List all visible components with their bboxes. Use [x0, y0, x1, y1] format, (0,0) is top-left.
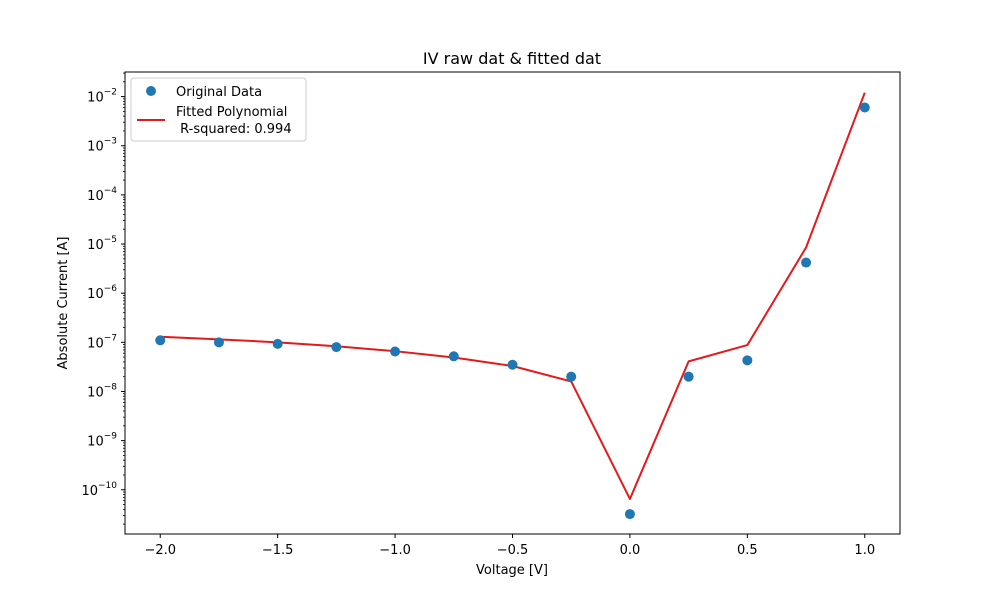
- y-tick-base: 10: [87, 140, 104, 155]
- y-tick-base: 10: [87, 336, 104, 351]
- data-point: [624, 509, 635, 520]
- y-tick-exponent: −5: [104, 235, 117, 245]
- y-tick-label: 10−9: [87, 432, 117, 450]
- y-tick-exponent: −2: [104, 88, 117, 98]
- legend: Original Data Fitted Polynomial R-square…: [130, 77, 307, 142]
- y-tick-label: 10−2: [87, 88, 117, 106]
- x-tick-label: −0.5: [497, 543, 529, 558]
- y-tick-label: 10−5: [87, 235, 117, 253]
- y-tick-base: 10: [87, 287, 104, 302]
- y-tick-label: 10−4: [87, 186, 117, 204]
- y-tick-exponent: −9: [104, 432, 118, 442]
- y-tick-label: 10−7: [87, 333, 117, 351]
- x-axis-label: Voltage [V]: [476, 563, 548, 578]
- x-tick-label: 0.5: [737, 543, 758, 558]
- legend-label-r-squared: R-squared: 0.994: [176, 122, 292, 137]
- data-point: [390, 346, 401, 357]
- y-tick-base: 10: [87, 238, 104, 253]
- y-tick-exponent: −4: [104, 186, 118, 196]
- x-tick-label: −1.5: [262, 543, 294, 558]
- y-tick-exponent: −7: [104, 333, 117, 343]
- data-point: [272, 338, 283, 349]
- legend-label-fitted-polynomial: Fitted Polynomial: [176, 105, 287, 120]
- legend-box: [130, 77, 307, 142]
- y-tick-base: 10: [87, 385, 104, 400]
- data-point: [155, 335, 166, 346]
- data-point: [331, 342, 342, 353]
- chart-title: IV raw dat & fitted dat: [423, 49, 601, 68]
- y-tick-base: 10: [87, 435, 104, 450]
- data-point: [507, 359, 518, 370]
- y-tick-label: 10−8: [87, 382, 117, 400]
- legend-marker-original-data: [146, 86, 156, 96]
- x-tick-label: 1.0: [854, 543, 875, 558]
- data-point: [742, 355, 753, 366]
- data-point: [859, 102, 870, 113]
- x-tick-label: 0.0: [620, 543, 641, 558]
- y-tick-base: 10: [81, 484, 98, 499]
- y-tick-exponent: −10: [98, 481, 117, 491]
- plot-area: [155, 92, 870, 520]
- y-tick-label: 10−10: [81, 481, 117, 499]
- y-axis-label: Absolute Current [A]: [56, 237, 71, 370]
- y-tick-base: 10: [87, 91, 104, 106]
- data-point: [566, 371, 577, 382]
- data-point: [801, 257, 812, 268]
- y-tick-exponent: −3: [104, 137, 117, 147]
- data-point: [683, 371, 694, 382]
- y-tick-label: 10−3: [87, 137, 117, 155]
- y-tick-base: 10: [87, 189, 104, 204]
- x-tick-label: −1.0: [379, 543, 411, 558]
- x-axis-ticks: −2.0 −1.5 −1.0 −0.5 0.0 0.5 1.0: [144, 534, 875, 558]
- y-tick-exponent: −8: [104, 382, 118, 392]
- y-tick-exponent: −6: [104, 284, 118, 294]
- legend-label-original-data: Original Data: [176, 85, 262, 100]
- y-tick-label: 10−6: [87, 284, 117, 302]
- data-point: [448, 351, 459, 362]
- axes-frame: [124, 71, 901, 535]
- data-point: [213, 337, 224, 348]
- x-tick-label: −2.0: [144, 543, 176, 558]
